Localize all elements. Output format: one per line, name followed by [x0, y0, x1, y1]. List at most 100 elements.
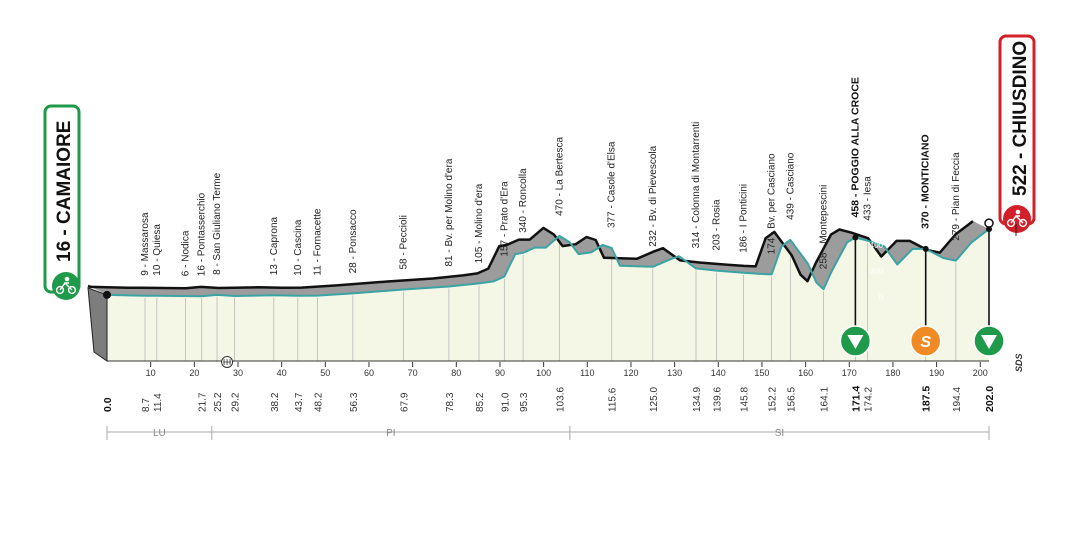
- place-label: 458 - POGGIO ALLA CROCE: [849, 77, 861, 217]
- km-label: 134.9: [692, 387, 703, 412]
- place-label: 314 - Colonna di Montarrenti: [691, 122, 702, 249]
- place-label: 10 - Cascina: [293, 219, 304, 276]
- distance-tick-label: 40: [277, 368, 287, 378]
- km-label: 103.6: [555, 387, 566, 412]
- place-label: 6 - Nodica: [181, 230, 192, 276]
- distance-tick-label: 170: [842, 368, 857, 378]
- finish-km-label: 202.0: [984, 386, 996, 412]
- finish-point: [984, 218, 994, 228]
- km-label: 187.5: [921, 386, 933, 412]
- start-point: [103, 290, 111, 299]
- place-label: 433 - Iesa: [863, 176, 874, 221]
- distance-tick-label: 200: [973, 368, 988, 378]
- km-label: 8.7: [141, 398, 152, 412]
- km-label: 48.2: [314, 392, 325, 412]
- region-label: SI: [775, 428, 784, 439]
- place-label: 174 - Bv. per Casciano: [767, 153, 778, 254]
- distance-tick-label: 150: [754, 368, 769, 378]
- km-label: 115.6: [608, 387, 619, 412]
- distance-tick-label: 100: [536, 368, 551, 378]
- distance-tick-label: 180: [885, 368, 900, 378]
- distance-tick-label: 80: [451, 368, 461, 378]
- bike-start-glyph: [55, 276, 77, 295]
- place-label: 9 - Massarosa: [140, 212, 151, 276]
- km-label: 11.4: [153, 393, 164, 412]
- place-label: 16 - Pontasserchio: [197, 192, 208, 276]
- km-label: 56.3: [349, 392, 360, 412]
- place-label: 10 - Quiesa: [152, 224, 163, 276]
- km-label: 91.0: [500, 392, 511, 412]
- km-label: 95.3: [519, 392, 530, 412]
- km-label: 145.8: [740, 387, 751, 412]
- km-label: 152.2: [768, 387, 779, 412]
- distance-tick-label: 140: [711, 368, 726, 378]
- km-label: 125.0: [649, 387, 660, 412]
- distance-tick-label: 120: [623, 368, 638, 378]
- km-label: 25.2: [213, 392, 224, 412]
- place-label: 58 - Peccioli: [399, 215, 410, 269]
- place-label: 232 - Bv. di Pievescola: [648, 145, 659, 246]
- place-label: 13 - Caprona: [269, 216, 280, 275]
- sds-logo: SDS: [1014, 353, 1024, 372]
- marker-point: [986, 226, 992, 233]
- start-label: 16 - CAMAIORE: [54, 121, 75, 262]
- distance-tick-label: 90: [495, 368, 505, 378]
- place-label: 279 - Pian di Feccia: [951, 152, 962, 241]
- elevation-tick-label: 400: [870, 241, 884, 250]
- marker-point: [852, 234, 859, 241]
- km-label: 156.5: [786, 387, 797, 412]
- place-label: 81 - Bv. per Molino d'era: [444, 158, 455, 266]
- place-label: 377 - Casole d'Elsa: [607, 141, 618, 228]
- region-label: LU: [153, 428, 166, 439]
- km-label: 85.2: [475, 392, 486, 412]
- sprint-marker-icon: [909, 325, 942, 357]
- place-label: 8 - San Giuliano Terme: [212, 172, 223, 275]
- place-label: 258 - Montepescini: [819, 185, 830, 270]
- km-label: 67.9: [400, 392, 411, 412]
- distance-tick-label: 190: [929, 368, 944, 378]
- finish-label: 522 - CHIUSDINO: [1010, 41, 1031, 196]
- place-label: 11 - Fornacette: [313, 208, 324, 276]
- distance-tick-label: 20: [189, 368, 199, 378]
- start-badge: 16 - CAMAIORE: [43, 104, 81, 300]
- place-label: 340 - Roncolla: [518, 168, 529, 233]
- kom-triangle-icon: [981, 335, 997, 349]
- km-label: 29.2: [231, 392, 242, 412]
- km-label: 38.2: [270, 392, 281, 412]
- distance-tick-label: 70: [408, 368, 418, 378]
- km-label: 78.3: [445, 392, 456, 412]
- rail-crossing-glyph: [223, 359, 232, 365]
- place-label: 203 - Rosia: [712, 199, 723, 251]
- distance-tick-label: 60: [364, 368, 374, 378]
- kom-triangle-icon: [847, 335, 864, 349]
- place-label: 28 - Ponsacco: [348, 209, 359, 273]
- distance-tick-label: 30: [233, 368, 243, 378]
- distance-tick-label: 10: [146, 368, 156, 378]
- distance-tick-label: 50: [320, 368, 330, 378]
- place-label: 439 - Casciano: [785, 152, 796, 220]
- km-label: 174.2: [864, 387, 875, 412]
- distance-tick-label: 110: [580, 368, 594, 378]
- elevation-tick-label: 200: [870, 267, 884, 276]
- km-label: 171.4: [850, 386, 862, 412]
- start-km-label: 0.0: [102, 397, 114, 412]
- place-label: 105 - Molino d'era: [474, 183, 485, 263]
- bike-finish-glyph: [1006, 209, 1028, 228]
- km-label: 194.4: [952, 387, 963, 412]
- marker-point: [922, 245, 929, 252]
- profile-base-area: [107, 229, 989, 361]
- elevation-tick-label: 0: [879, 293, 884, 302]
- profile-side-wall: [87, 287, 108, 362]
- cyclist-finish-icon: [1003, 205, 1031, 233]
- cyclist-start-icon: [52, 272, 80, 300]
- profile-teal-line: [106, 228, 990, 298]
- distance-tick-label: 160: [798, 368, 813, 378]
- place-label: 186 - I Ponticini: [739, 184, 750, 253]
- km-label: 21.7: [198, 392, 209, 412]
- km-label: 139.6: [713, 387, 724, 412]
- distance-tick-label: 130: [667, 368, 682, 378]
- place-label: 157 - Prato d'Era: [499, 181, 510, 257]
- region-label: PI: [386, 428, 395, 439]
- finish-badge: 522 - CHIUSDINO: [998, 34, 1036, 233]
